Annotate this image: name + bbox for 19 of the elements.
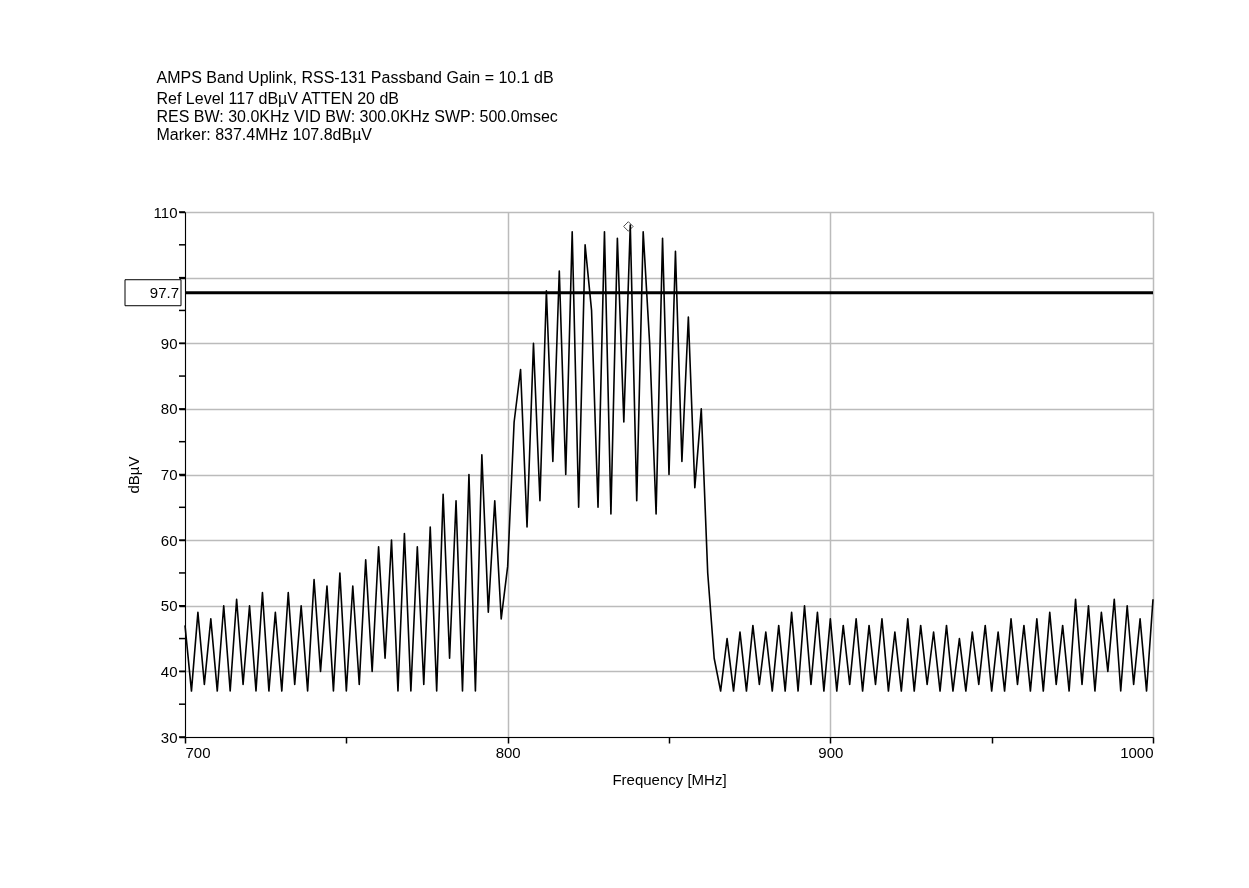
x-tick-label: 800 <box>495 743 521 761</box>
y-tick-label: 90 <box>160 334 178 352</box>
chart-subtitle: Ref Level 117 dBµV ATTEN 20 dB <box>156 90 400 107</box>
x-tick-label: 900 <box>818 743 844 761</box>
x-tick-label: 1000 <box>1120 743 1154 761</box>
y-tick-label: 30 <box>160 728 178 746</box>
y-axis-title: dBµV <box>124 456 142 494</box>
y-tick-label: 50 <box>160 597 178 615</box>
text: Marker: 837.4MHz 107.8dBµV <box>156 126 373 143</box>
ref-line-label: 97.7 <box>149 283 179 301</box>
y-tick-label: 60 <box>160 531 178 549</box>
y-tick-label: 70 <box>160 466 178 483</box>
y-tick-label: 80 <box>160 400 178 418</box>
text: RES BW: 30.0KHz VID BW: 300.0KHz SWP: 500.0msec <box>156 108 558 125</box>
x-axis-title: Frequency [MHz] <box>612 770 727 788</box>
chart-title: AMPS Band Uplink, RSS-131 Passband Gain = 10.1 dB <box>156 69 554 86</box>
x-tick-label: 700 <box>185 743 211 761</box>
y-tick-label: 110 <box>153 203 178 221</box>
y-tick-label: 40 <box>160 662 178 680</box>
